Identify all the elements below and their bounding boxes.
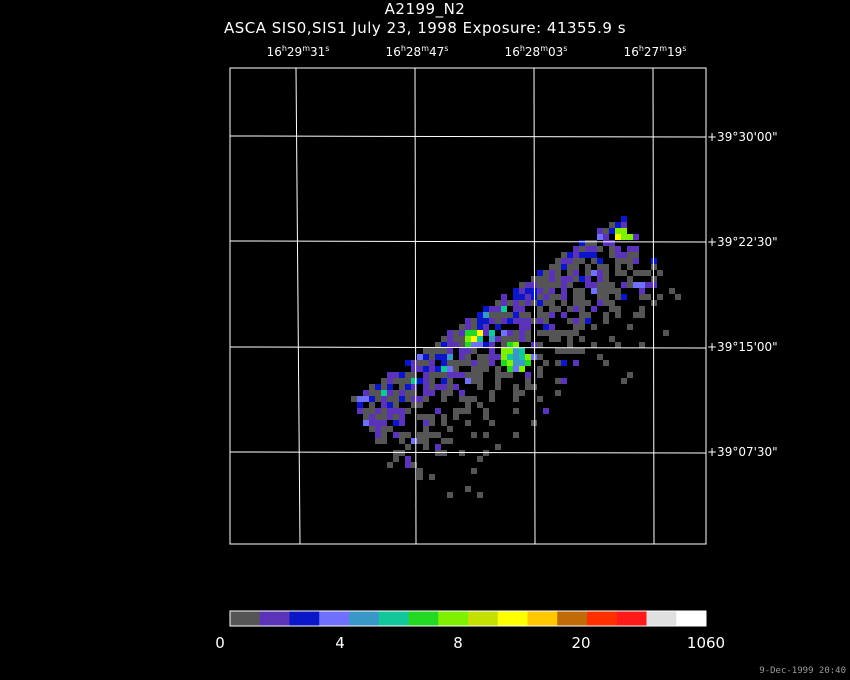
dec-grid-line (229, 346, 707, 349)
image-title: A2199_N2 (384, 0, 466, 18)
ra-grid-line (295, 67, 301, 545)
dec-grid-line (229, 240, 707, 243)
ra-tick-label: 16h28m47s (385, 44, 449, 59)
colorbar-swatch (468, 611, 499, 626)
colorbar-swatch (259, 611, 290, 626)
timestamp: 9-Dec-1999 20:40 (759, 666, 846, 676)
colorbar-label: 4 (335, 634, 345, 652)
colorbar-label: 1060 (686, 634, 726, 652)
ra-tick-label: 16h28m03s (504, 44, 568, 59)
colorbar-swatch (587, 611, 618, 626)
ra-grid-line (652, 67, 655, 545)
plot-frame (229, 67, 707, 545)
colorbar-label: 8 (453, 634, 463, 652)
ra-tick-label: 16h27m19s (623, 44, 687, 59)
colorbar-swatch (438, 611, 469, 626)
dec-grid-line (229, 451, 707, 454)
dec-tick-label: +39°15'00" (707, 340, 778, 354)
colorbar-swatch (646, 611, 677, 626)
ra-grid-line (533, 67, 536, 545)
colorbar-swatch (557, 611, 588, 626)
colorbar-swatch (676, 611, 707, 626)
colorbar-swatch (289, 611, 320, 626)
colorbar-swatch (230, 611, 261, 626)
colorbar-label: 20 (571, 634, 591, 652)
dec-grid-line (229, 135, 707, 138)
colorbar-swatch (378, 611, 409, 626)
dec-tick-label: +39°22'30" (707, 235, 778, 249)
dec-tick-label: +39°30'00" (707, 130, 778, 144)
colorbar-frame (229, 610, 707, 627)
dec-tick-label: +39°07'30" (707, 445, 778, 459)
colorbar-swatch (319, 611, 350, 626)
colorbar-label: 0 (215, 634, 225, 652)
colorbar-swatch (497, 611, 528, 626)
ra-tick-label: 16h29m31s (266, 44, 330, 59)
image-subtitle: ASCA SIS0,SIS1 July 23, 1998 Exposure: 4… (223, 19, 627, 37)
colorbar-swatch (527, 611, 558, 626)
colorbar-swatch (408, 611, 439, 626)
colorbar-swatch (349, 611, 380, 626)
xray-counts-field (351, 216, 681, 498)
ra-grid-line (414, 67, 417, 545)
colorbar-swatch (616, 611, 647, 626)
